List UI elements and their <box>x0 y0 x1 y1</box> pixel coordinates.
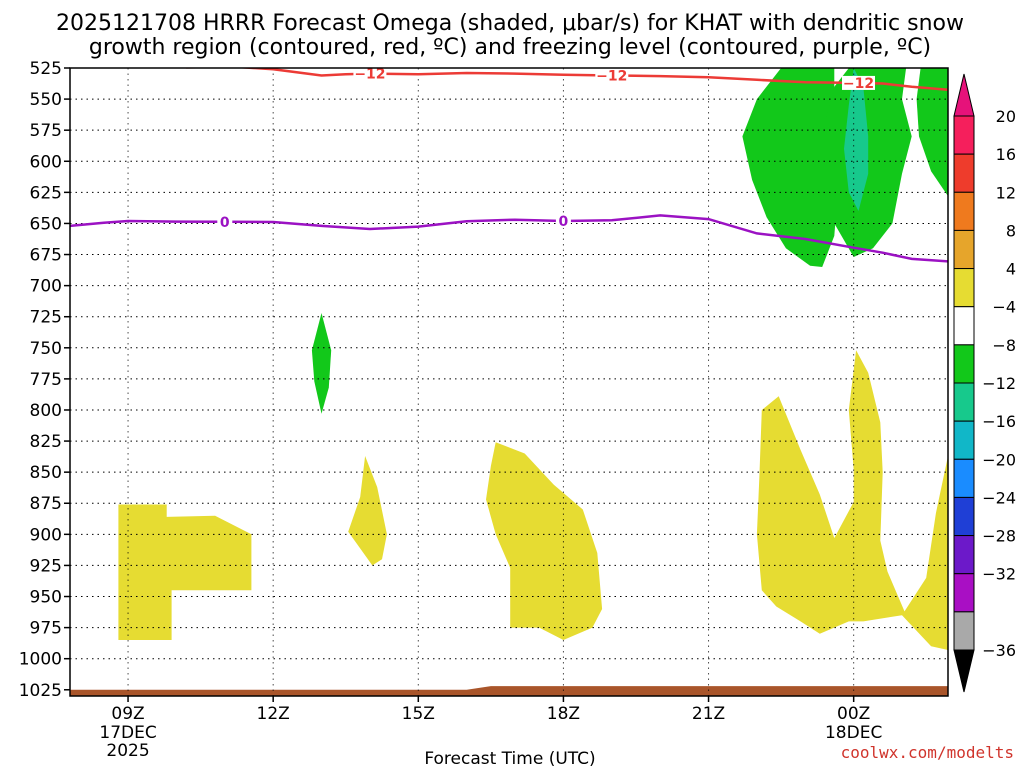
colorbar-bottom-arrow <box>953 649 975 693</box>
x-tick-date: 2025 <box>106 741 149 761</box>
colorbar-label: 12 <box>996 183 1016 202</box>
gridlines <box>70 68 948 696</box>
y-tick-label: 525 <box>30 59 62 79</box>
x-tick-label: 12Z <box>257 704 290 724</box>
y-tick-label: 825 <box>30 432 62 452</box>
colorbar-label: −16 <box>982 412 1016 431</box>
contour-label: −12 <box>843 76 874 92</box>
colorbar-label: 20 <box>996 107 1016 126</box>
omega-region-4 <box>311 313 332 414</box>
y-tick-label: 975 <box>30 619 62 639</box>
y-tick-label: 700 <box>30 277 62 297</box>
omega-region-5 <box>118 504 252 640</box>
colorbar-label: −32 <box>982 565 1016 584</box>
omega-region-6 <box>348 456 387 566</box>
y-tick-label: 1025 <box>19 681 62 701</box>
credit-text: coolwx.com/modelts <box>841 743 1014 762</box>
colorbar-label: −24 <box>982 488 1016 507</box>
omega-colorbar: 20 16 12 8 4 −4 −8 −12 −16 −20 −24 −28 −32 −36 <box>953 73 1016 693</box>
contour-label: −12 <box>354 67 385 83</box>
colorbar-swatch <box>953 191 975 231</box>
omega-shading <box>70 68 948 696</box>
contour-label: 0 <box>559 214 569 230</box>
y-tick-label: 1000 <box>19 650 62 670</box>
y-tick-label: 850 <box>30 463 62 483</box>
chart-title-line-2: growth region (contoured, red, ºC) and f… <box>89 35 931 60</box>
colorbar-swatch <box>953 458 975 498</box>
y-tick-label: 775 <box>30 370 62 390</box>
y-tick-label: 625 <box>30 183 62 203</box>
colorbar-label: 4 <box>1006 260 1016 279</box>
y-tick-label: 575 <box>30 121 62 141</box>
colorbar-label: −12 <box>982 374 1016 393</box>
y-tick-label: 550 <box>30 90 62 110</box>
colorbar-label: −28 <box>982 527 1016 546</box>
y-tick-label: 725 <box>30 308 62 328</box>
y-tick-label: 600 <box>30 152 62 172</box>
x-tick-label: 09Z <box>111 704 144 724</box>
colorbar-swatch <box>953 420 975 460</box>
omega-region-8 <box>756 350 948 650</box>
y-axis-pressure: 525 550 575 600 625 650 675 700 725 750 775 800 825 8… <box>19 59 70 701</box>
omega-region-3 <box>916 68 948 197</box>
colorbar-label: −8 <box>992 336 1016 355</box>
contour-label-bg <box>353 66 387 81</box>
x-tick-date: 18DEC <box>825 723 882 743</box>
y-tick-label: 650 <box>30 214 62 234</box>
x-tick-date: 17DEC <box>99 723 156 743</box>
y-tick-label: 675 <box>30 246 62 266</box>
omega-region-2 <box>844 68 869 211</box>
y-tick-label: 925 <box>30 556 62 576</box>
colorbar-swatch <box>953 496 975 537</box>
y-tick-label: 900 <box>30 525 62 545</box>
colorbar-label: 16 <box>996 145 1016 164</box>
omega-region-7 <box>486 442 603 640</box>
contour-label-bg <box>842 75 876 90</box>
colorbar-label: −4 <box>992 298 1016 317</box>
colorbar-label: −36 <box>982 641 1016 660</box>
y-tick-label: 950 <box>30 588 62 608</box>
colorbar-swatch <box>953 611 975 651</box>
y-tick-label: 750 <box>30 339 62 359</box>
x-tick-label: 18Z <box>547 704 580 724</box>
contour-label-bg <box>555 213 571 228</box>
colorbar-swatch <box>953 382 975 422</box>
colorbar-swatch <box>953 229 975 270</box>
y-tick-label: 800 <box>30 401 62 421</box>
contour-label: −12 <box>596 68 627 84</box>
colorbar-swatch <box>953 344 975 384</box>
x-tick-label: 15Z <box>402 704 435 724</box>
x-axis-label: Forecast Time (UTC) <box>424 749 595 768</box>
colorbar-label: −20 <box>982 450 1016 469</box>
chart-title-line-1: 2025121708 HRRR Forecast Omega (shaded, … <box>56 11 964 36</box>
colorbar-swatch <box>953 306 975 346</box>
colorbar-swatch <box>953 115 975 155</box>
colorbar-top-arrow <box>953 73 975 117</box>
x-tick-label: 21Z <box>692 704 725 724</box>
contour-labels: −12 −12 −12 0 0 <box>217 66 876 231</box>
freezing-level-contour <box>70 214 948 263</box>
terrain-ground <box>70 686 948 696</box>
contour-label: 0 <box>220 215 230 231</box>
colorbar-swatch <box>953 153 975 193</box>
colorbar-swatch <box>953 268 975 308</box>
colorbar-swatch <box>953 573 975 613</box>
colorbar-swatch <box>953 535 975 575</box>
y-tick-label: 875 <box>30 494 62 514</box>
omega-region-0 <box>742 68 840 267</box>
plot-frame <box>69 67 949 697</box>
contour-label-bg <box>217 214 233 229</box>
colorbar-label: 8 <box>1006 221 1016 240</box>
contour-label-bg <box>595 68 629 83</box>
x-tick-label: 00Z <box>837 704 870 724</box>
